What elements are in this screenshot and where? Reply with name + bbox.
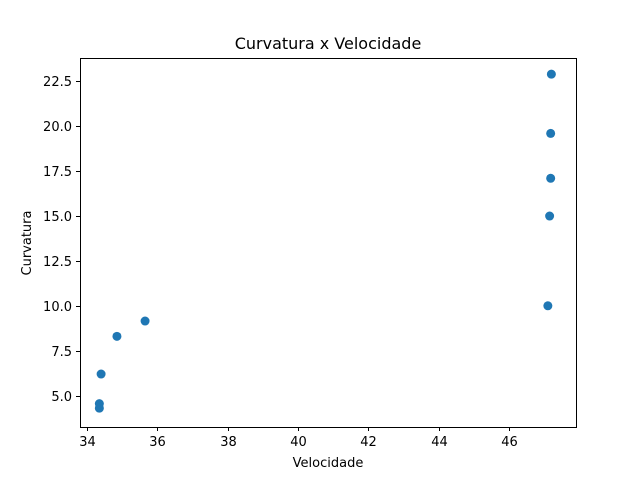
y-tick-label: 17.5 (43, 165, 72, 180)
x-tick-label: 34 (79, 435, 96, 450)
data-points (94, 69, 556, 413)
axes-frame (80, 58, 577, 428)
x-axis-label: Velocidade (293, 456, 364, 471)
y-tick-label: 10.0 (43, 300, 72, 315)
x-tick-label: 44 (431, 435, 448, 450)
scatter-point (546, 69, 556, 79)
x-tick-label: 40 (290, 435, 307, 450)
y-tick-label: 20.0 (43, 120, 72, 135)
y-axis-ticks: 5.0 7.5 10.0 12.5 15.0 17.5 20.0 22.5 (43, 75, 80, 405)
y-tick-label: 7.5 (51, 345, 72, 360)
y-tick-label: 15.0 (43, 210, 72, 225)
scatter-point (546, 128, 556, 138)
scatter-point (140, 316, 150, 326)
y-tick-label: 5.0 (51, 390, 72, 405)
x-tick-label: 46 (501, 435, 518, 450)
scatter-point (112, 331, 122, 341)
scatter-point (94, 399, 104, 409)
scatter-point (96, 369, 106, 379)
y-axis-label: Curvatura (20, 211, 35, 276)
x-axis-ticks: 34 36 38 40 42 44 46 (79, 427, 518, 450)
y-tick-label: 22.5 (43, 75, 72, 90)
y-tick-label: 12.5 (43, 255, 72, 270)
scatter-point (543, 301, 553, 311)
scatter-point (545, 211, 555, 221)
x-tick-label: 36 (149, 435, 166, 450)
x-tick-label: 38 (220, 435, 237, 450)
x-tick-label: 42 (360, 435, 377, 450)
chart-title: Curvatura x Velocidade (235, 34, 422, 53)
scatter-point (546, 173, 556, 183)
